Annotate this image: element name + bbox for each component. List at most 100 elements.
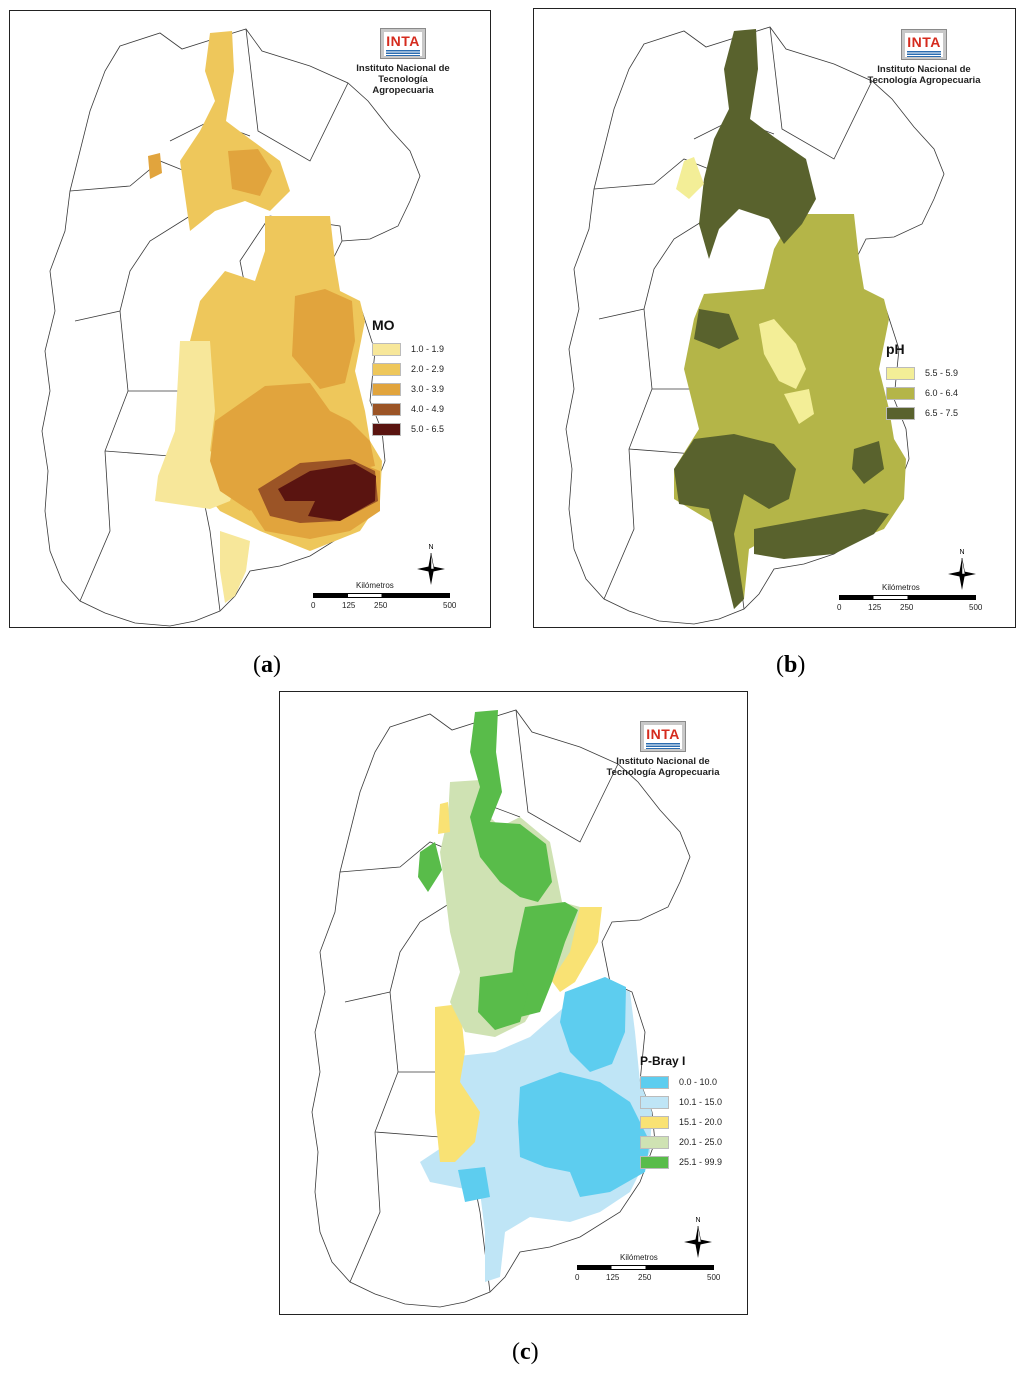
pbray-zone — [435, 1004, 480, 1162]
province-line — [79, 310, 129, 602]
mo-zone — [210, 383, 375, 511]
legend-item: 3.0 - 3.9 — [372, 379, 444, 399]
legend-label: 15.1 - 20.0 — [679, 1117, 723, 1127]
legend-label: 6.0 - 6.4 — [925, 388, 959, 398]
scale-bar: Kilómetros 0 125 250 500 — [575, 1253, 721, 1282]
legend-swatch — [640, 1155, 669, 1169]
legend-item: 10.1 - 15.0 — [640, 1092, 722, 1112]
province-line — [515, 709, 619, 843]
legend-swatch — [886, 406, 915, 420]
north-label: N — [695, 1217, 700, 1224]
legend-label: 3.0 - 3.9 — [411, 384, 445, 394]
legend-label: 5.0 - 6.5 — [411, 424, 445, 434]
legend-label: 4.0 - 4.9 — [411, 404, 445, 414]
mo-zone — [278, 464, 376, 521]
region-outline — [311, 709, 691, 1308]
institution-name: Instituto Nacional de Tecnología Agropec… — [606, 756, 720, 778]
inta-logo-text: INTA — [646, 726, 680, 742]
legend-item: 6.0 - 6.4 — [886, 383, 958, 403]
inta-logo: INTA Instituto Nacional de Tecnología Ag… — [348, 28, 458, 96]
mo-zone — [180, 31, 290, 231]
legend-item: 5.5 - 5.9 — [886, 363, 958, 383]
mo-zone — [228, 149, 272, 196]
mo-zone — [220, 531, 250, 603]
ph-zone — [676, 157, 704, 199]
north-label: N — [959, 549, 964, 556]
scale-bar: Kilómetros 0 125 250 500 — [837, 583, 983, 612]
legend-swatch — [372, 402, 401, 416]
legend-swatch — [372, 382, 401, 396]
pbray-zone — [470, 710, 552, 902]
legend-item: 15.1 - 20.0 — [640, 1112, 722, 1132]
legend-label: 2.0 - 2.9 — [411, 364, 445, 374]
north-arrow-icon: N — [944, 546, 980, 598]
inta-logo: INTA Instituto Nacional de Tecnología Ag… — [603, 721, 723, 778]
ph-legend: pH 5.5 - 5.9 6.0 - 6.4 6.5 - 7.5 — [886, 341, 958, 423]
north-arrow-icon: N — [680, 1214, 716, 1266]
caption-c: (c) — [512, 1339, 539, 1365]
scale-title: Kilómetros — [882, 583, 920, 592]
legend-label: 25.1 - 99.9 — [679, 1157, 723, 1167]
mo-legend: MO 1.0 - 1.9 2.0 - 2.9 3.0 - 3.9 4.0 - 4… — [372, 317, 444, 439]
legend-label: 6.5 - 7.5 — [925, 408, 959, 418]
legend-label: 10.1 - 15.0 — [679, 1097, 723, 1107]
scale-title: Kilómetros — [356, 581, 394, 590]
institution-name: Instituto Nacional de Tecnología Agropec… — [356, 63, 450, 96]
mo-zone — [292, 289, 355, 389]
pbray-map — [311, 709, 691, 1308]
pbray-zone — [418, 842, 442, 892]
ph-zone — [784, 389, 814, 424]
ph-zone — [694, 309, 739, 349]
legend-swatch — [886, 386, 915, 400]
pbray-zone — [560, 977, 626, 1072]
province-line — [349, 991, 399, 1283]
scale-bar: Kilómetros 0 125 250 500 — [311, 581, 457, 610]
legend-swatch — [640, 1095, 669, 1109]
legend-item: 4.0 - 4.9 — [372, 399, 444, 419]
pbray-zone — [478, 972, 528, 1030]
legend-swatch — [372, 362, 401, 376]
map-panel-ph: INTA Instituto Nacional de Tecnología Ag… — [533, 8, 1016, 628]
pbray-zone — [545, 907, 602, 992]
caption-b: (b) — [776, 652, 806, 678]
legend-title: P-Bray I — [640, 1054, 686, 1068]
north-arrow-icon: N — [413, 541, 449, 593]
legend-title: MO — [372, 317, 395, 333]
pbray-zone — [458, 1167, 490, 1202]
legend-label: 0.0 - 10.0 — [679, 1077, 718, 1087]
legend-swatch — [886, 366, 915, 380]
ph-zone — [674, 434, 796, 609]
inta-logo: INTA Instituto Nacional de Tecnología Ag… — [864, 29, 984, 86]
legend-item: 25.1 - 99.9 — [640, 1152, 722, 1172]
pbray-zone — [518, 1072, 650, 1197]
mo-map — [41, 28, 421, 627]
legend-label: 1.0 - 1.9 — [411, 344, 445, 354]
institution-name: Instituto Nacional de Tecnología Agropec… — [867, 64, 981, 86]
mo-zone — [148, 153, 162, 179]
legend-label: 20.1 - 25.0 — [679, 1137, 723, 1147]
legend-item: 20.1 - 25.0 — [640, 1132, 722, 1152]
legend-title: pH — [886, 341, 905, 357]
ph-zone — [754, 509, 889, 559]
province-line — [69, 160, 191, 322]
ph-map — [565, 26, 945, 625]
province-line — [769, 26, 873, 160]
legend-swatch — [372, 422, 401, 436]
pbray-legend: P-Bray I 0.0 - 10.0 10.1 - 15.0 15.1 - 2… — [640, 1054, 722, 1172]
map-panel-mo: INTA Instituto Nacional de Tecnología Ag… — [9, 10, 491, 628]
caption-a: (a) — [253, 652, 281, 678]
legend-item: 2.0 - 2.9 — [372, 359, 444, 379]
legend-label: 5.5 - 5.9 — [925, 368, 959, 378]
ph-zone — [759, 319, 806, 389]
legend-swatch — [640, 1135, 669, 1149]
province-line — [245, 28, 349, 162]
legend-item: 5.0 - 6.5 — [372, 419, 444, 439]
pbray-zone — [510, 902, 578, 1017]
map-panel-pbray: INTA Instituto Nacional de Tecnología Ag… — [279, 691, 748, 1315]
legend-item: 6.5 - 7.5 — [886, 403, 958, 423]
legend-item: 1.0 - 1.9 — [372, 339, 444, 359]
region-outline — [41, 28, 421, 627]
legend-item: 0.0 - 10.0 — [640, 1072, 722, 1092]
inta-logo-text: INTA — [386, 33, 420, 49]
ph-zone — [699, 29, 816, 259]
